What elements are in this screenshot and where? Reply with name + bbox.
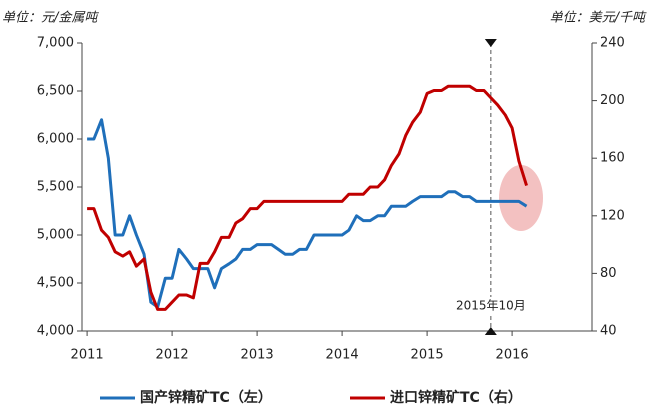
x-tick-label: 2015 bbox=[411, 348, 444, 363]
x-tick-label: 2016 bbox=[496, 348, 529, 363]
x-tick-label: 2013 bbox=[241, 348, 274, 363]
y-tick-label: 5,000 bbox=[37, 228, 74, 243]
y-tick-label: 6,000 bbox=[37, 132, 74, 147]
y-tick-label: 7,000 bbox=[37, 36, 74, 51]
y-tick-label: 6,500 bbox=[37, 84, 74, 99]
annotation-bg bbox=[450, 297, 531, 315]
x-tick-label: 2014 bbox=[326, 348, 359, 363]
y-tick-label: 4,500 bbox=[37, 276, 74, 291]
y2-tick-label: 160 bbox=[600, 151, 625, 166]
annotation-arrow bbox=[484, 327, 497, 335]
x-tick-label: 2012 bbox=[156, 348, 189, 363]
x-tick-label: 2011 bbox=[71, 348, 104, 363]
y2-tick-label: 80 bbox=[600, 266, 617, 281]
series-line bbox=[87, 84, 528, 311]
annotation-label: 2015年10月 bbox=[456, 299, 526, 313]
legend-label: 国产锌精矿TC（左） bbox=[140, 389, 272, 406]
left-unit: 单位：元/金属吨 bbox=[2, 10, 99, 26]
y-tick-label: 4,000 bbox=[37, 324, 74, 339]
y2-tick-label: 200 bbox=[600, 93, 625, 108]
highlight bbox=[499, 165, 543, 231]
annotation-arrow bbox=[484, 39, 497, 47]
y2-tick-label: 120 bbox=[600, 208, 625, 223]
y2-tick-label: 40 bbox=[600, 324, 617, 339]
legend-label: 进口锌精矿TC（右） bbox=[390, 389, 522, 406]
right-unit: 单位：美元/千吨 bbox=[550, 10, 647, 26]
y2-tick-label: 240 bbox=[600, 36, 625, 51]
series-line bbox=[87, 118, 528, 309]
y-tick-label: 5,500 bbox=[37, 180, 74, 195]
